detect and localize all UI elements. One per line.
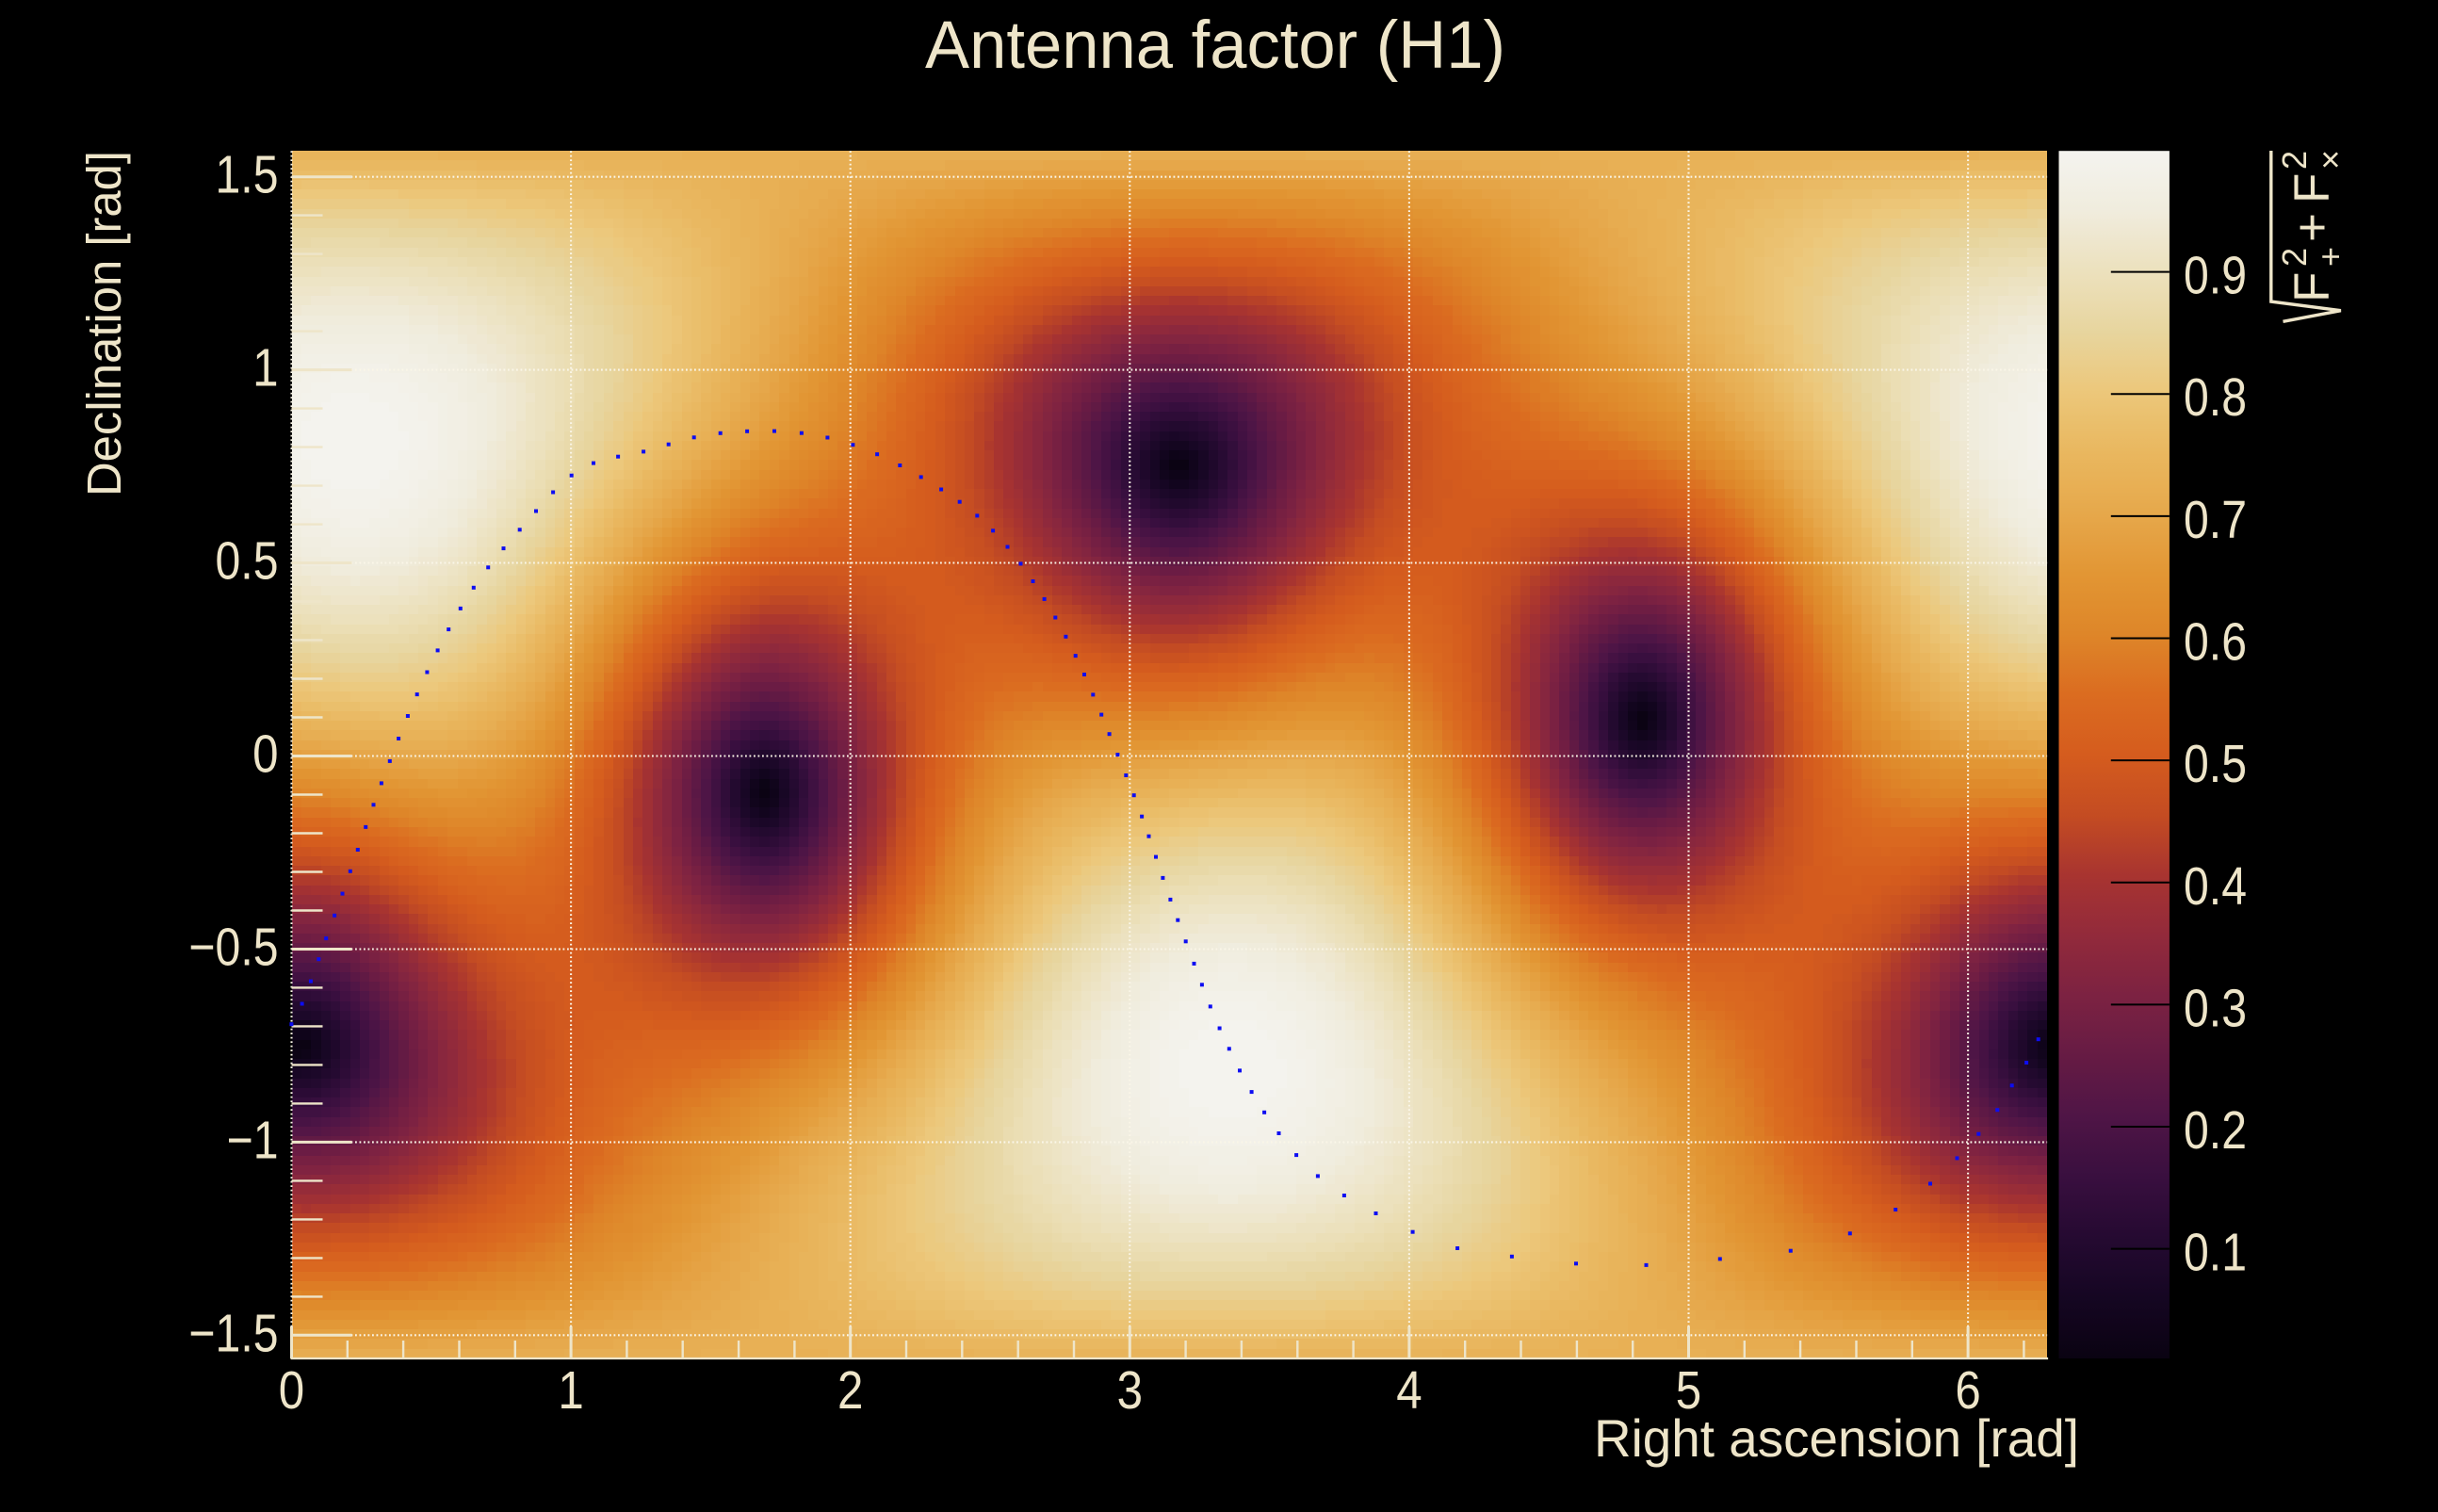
svg-text:2: 2 [2275, 151, 2314, 170]
svg-text:0: 0 [279, 1360, 304, 1421]
svg-text:0.5: 0.5 [216, 531, 279, 592]
svg-text:3: 3 [1117, 1360, 1143, 1421]
svg-text:−1.5: −1.5 [188, 1303, 278, 1363]
svg-text:2: 2 [837, 1360, 863, 1421]
svg-text:1: 1 [558, 1360, 583, 1421]
svg-text:1.5: 1.5 [216, 145, 279, 205]
svg-text:0.5: 0.5 [2184, 734, 2247, 794]
svg-text:−1: −1 [227, 1110, 279, 1170]
svg-text:5: 5 [1676, 1360, 1701, 1421]
svg-text:Declination [rad]: Declination [rad] [77, 151, 131, 496]
svg-text:Right ascension [rad]: Right ascension [rad] [1594, 1409, 2079, 1468]
svg-text:−0.5: −0.5 [188, 918, 278, 978]
svg-text:F: F [2284, 173, 2340, 203]
svg-text:F: F [2284, 272, 2340, 302]
svg-text:+: + [2284, 213, 2340, 242]
svg-text:0.3: 0.3 [2184, 978, 2247, 1038]
svg-text:1: 1 [252, 338, 278, 398]
svg-text:0.6: 0.6 [2184, 612, 2247, 673]
svg-text:Antenna factor (H1): Antenna factor (H1) [925, 8, 1505, 83]
svg-text:0.8: 0.8 [2184, 367, 2247, 428]
svg-text:0.4: 0.4 [2184, 856, 2247, 917]
svg-text:0.7: 0.7 [2184, 490, 2247, 550]
svg-text:6: 6 [1955, 1360, 1980, 1421]
svg-text:2: 2 [2275, 248, 2314, 267]
svg-text:4: 4 [1396, 1360, 1422, 1421]
svg-text:0.1: 0.1 [2184, 1223, 2247, 1283]
svg-text:×: × [2311, 150, 2349, 170]
svg-text:0.2: 0.2 [2184, 1100, 2247, 1161]
svg-text:+: + [2311, 247, 2349, 267]
svg-text:0.9: 0.9 [2184, 246, 2247, 306]
svg-text:0: 0 [252, 724, 278, 785]
